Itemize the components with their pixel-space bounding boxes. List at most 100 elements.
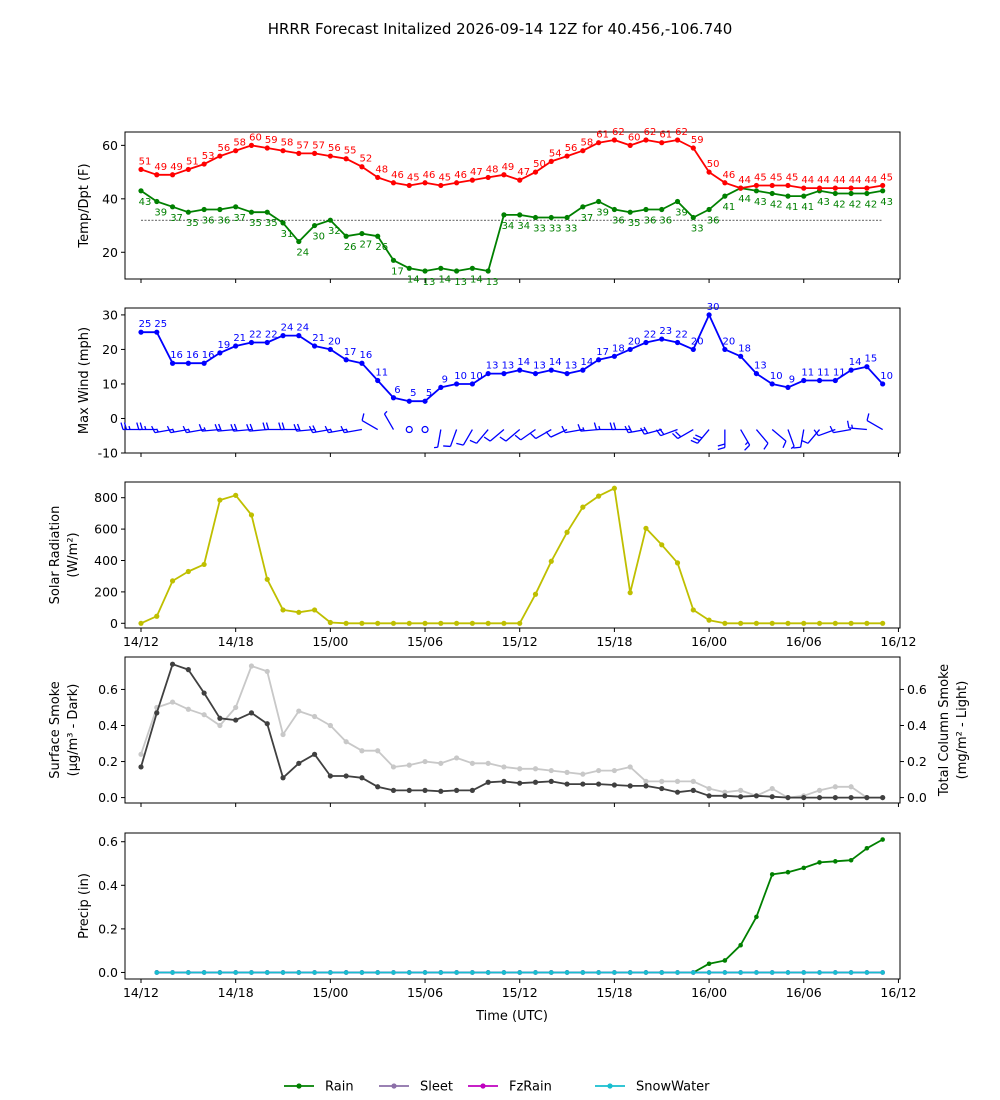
temperature-point (690, 145, 696, 151)
dewpoint-point (138, 188, 144, 194)
surface-smoke-point (217, 715, 223, 721)
total-column-smoke-point (296, 708, 302, 714)
total-column-smoke-point (438, 760, 444, 766)
wind-barb-flag (123, 422, 128, 430)
wind-barb (483, 429, 505, 442)
dewpoint-point (454, 268, 460, 274)
dewpoint-point (532, 214, 539, 221)
x-tick-label: 16/06 (786, 985, 822, 1000)
wind-barb (801, 429, 821, 444)
max-wind-point (248, 339, 255, 346)
dewpoint-point (880, 188, 886, 194)
snowwater-precip-point (769, 970, 775, 975)
max-wind-point (280, 333, 286, 339)
solar-radiation-point (280, 607, 286, 613)
max-wind-point (217, 350, 223, 356)
wind-barb-shaft (807, 429, 821, 444)
total-column-smoke-point (327, 722, 333, 729)
max-wind-point (438, 384, 444, 391)
temperature-point (785, 182, 791, 189)
surface-smoke-point (548, 778, 554, 784)
surface-smoke-point (406, 787, 412, 793)
dewpoint-data-label: 41 (801, 202, 814, 213)
snowwater-precip-point (375, 970, 381, 975)
total-column-smoke-point (832, 784, 838, 790)
dewpoint-data-label: 30 (312, 232, 325, 243)
snowwater-precip-point (833, 970, 838, 975)
max-wind-data-label: 14 (580, 357, 593, 368)
temperature-data-label: 45 (770, 172, 783, 183)
surface-smoke-point (469, 787, 475, 793)
solar-radiation-point (832, 620, 838, 626)
legend: Rain Sleet FzRain SnowWater (284, 1080, 710, 1095)
surface-smoke-point (722, 793, 728, 799)
dewpoint-point (548, 214, 554, 221)
dewpoint-data-label: 42 (865, 199, 878, 210)
max-wind-point (517, 367, 523, 373)
temperature-data-label: 61 (659, 130, 672, 141)
wind-barb-shaft (535, 428, 552, 440)
temperature-data-label: 57 (312, 140, 325, 151)
total-column-smoke-point (406, 762, 412, 768)
wind-barb-flag (582, 427, 585, 432)
dewpoint-data-label: 17 (391, 266, 404, 277)
surface-smoke-point (485, 779, 491, 785)
x-tick-label: 15/18 (596, 985, 632, 1000)
temperature-data-label: 44 (865, 175, 878, 186)
wind-barb-flag (483, 436, 491, 442)
total-column-smoke-point (169, 699, 176, 705)
dewpoint-data-label: 43 (817, 197, 830, 208)
temperature-data-label: 61 (596, 130, 609, 141)
dewpoint-data-label: 14 (470, 274, 483, 285)
precip-panel: 0.0 0.2 0.4 0.6 14/12 14/18 15/00 15/06 15/12 15/… (77, 832, 916, 1000)
snowwater-precip-point (612, 970, 617, 975)
wind-barb-flag (598, 425, 601, 430)
wind-barb-flag (643, 426, 649, 434)
x-tick-label: 15/00 (312, 634, 348, 649)
max-wind-point (185, 360, 191, 366)
dewpoint-data-label: 39 (675, 207, 688, 218)
temperature-point (659, 140, 665, 146)
temperature-point (485, 174, 491, 181)
wind-barb-flag (308, 425, 314, 433)
temperature-data-label: 44 (738, 175, 751, 186)
wind-barb (690, 429, 710, 444)
dewpoint-line (140, 187, 883, 272)
max-wind-point (627, 346, 633, 353)
wind-barb-flag (813, 429, 819, 437)
surface-smoke-point (564, 781, 570, 787)
temperature-point (596, 140, 602, 146)
x-tick-label: 14/12 (123, 634, 159, 649)
max-wind-data-label: 17 (344, 347, 357, 358)
temperature-data-label: 45 (880, 172, 893, 183)
wind-barb-flag (136, 422, 140, 430)
total-column-smoke-point (627, 764, 633, 770)
dewpoint-data-label: 33 (565, 224, 578, 235)
surface-smoke-point (753, 793, 760, 799)
max-wind-data-label: 30 (707, 302, 720, 313)
temperature-data-label: 48 (375, 164, 388, 175)
wind-barb-flag (793, 446, 801, 449)
surface-smoke-point (532, 779, 539, 785)
dewpoint-data-label: 31 (281, 229, 294, 240)
wind-barb-shaft (476, 429, 489, 444)
solar-radiation-point (532, 591, 539, 597)
temperature-data-label: 59 (265, 135, 278, 146)
temperature-data-label: 46 (722, 170, 735, 181)
temperature-point (611, 137, 618, 143)
max-wind-point (659, 336, 665, 342)
wind-barb-flag (233, 423, 238, 432)
max-wind-data-label: 17 (596, 347, 609, 358)
wind-barb (593, 422, 615, 431)
legend-swatch-marker (607, 1083, 613, 1089)
wind-barb-flag (593, 422, 598, 430)
dewpoint-data-label: 24 (296, 248, 309, 259)
total-column-smoke-point (311, 713, 318, 720)
solar-radiation-point (801, 620, 807, 626)
snowwater-precip-point (880, 970, 885, 975)
y-tick-label: 800 (94, 490, 118, 505)
max-wind-point (532, 370, 539, 377)
max-wind-point (880, 381, 886, 387)
wind-barb-flag (151, 425, 156, 433)
wind-barb-flag (790, 445, 795, 450)
